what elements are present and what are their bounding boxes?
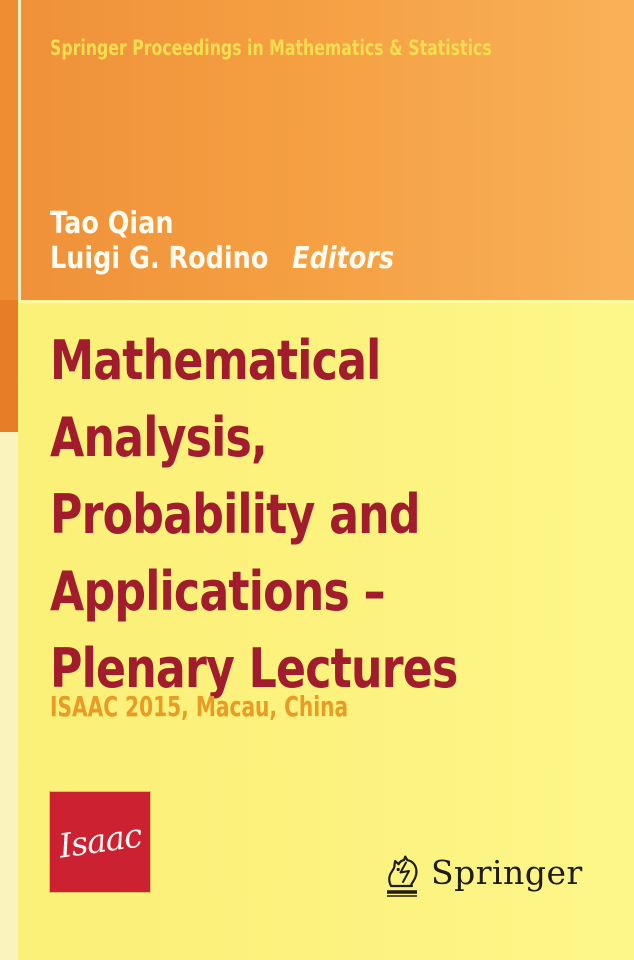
isaac-signature-text: Isaac [56, 814, 144, 866]
authors-block: Tao Qian Luigi G. Rodino Editors [50, 206, 455, 276]
author-line-2: Luigi G. Rodino Editors [50, 241, 455, 276]
book-subtitle: ISAAC 2015, Macau, China [50, 690, 464, 723]
author-line-1: Tao Qian [50, 206, 455, 241]
editors-label: Editors [292, 241, 395, 276]
book-title-line-1: Mathematical [50, 329, 381, 392]
author-name-2: Luigi G. Rodino [50, 241, 269, 276]
springer-horse-icon [387, 855, 418, 897]
publisher-name: Springer [431, 853, 583, 892]
publisher-logo: Springer [383, 850, 583, 900]
book-title-line-3: Probability and [50, 483, 421, 546]
book-title: Mathematical Analysis, Probability and A… [50, 322, 547, 707]
spine-strip-middle [0, 300, 18, 432]
spine-strip-bottom [0, 432, 18, 960]
spine-divider-line [18, 0, 21, 300]
book-title-line-4: Applications – [50, 560, 386, 623]
top-orange-band [0, 0, 634, 300]
spine-strip-top [0, 0, 18, 300]
series-title-text: Springer Proceedings in Mathematics & St… [50, 36, 492, 60]
band-bottom-highlight [0, 300, 634, 303]
book-title-line-2: Analysis, [50, 406, 268, 469]
book-subtitle-text: ISAAC 2015, Macau, China [50, 690, 349, 723]
author-name-1: Tao Qian [50, 206, 174, 241]
series-title: Springer Proceedings in Mathematics & St… [50, 36, 634, 60]
book-title-line-5: Plenary Lectures [50, 637, 458, 700]
isaac-conference-logo: Isaac [50, 792, 150, 892]
